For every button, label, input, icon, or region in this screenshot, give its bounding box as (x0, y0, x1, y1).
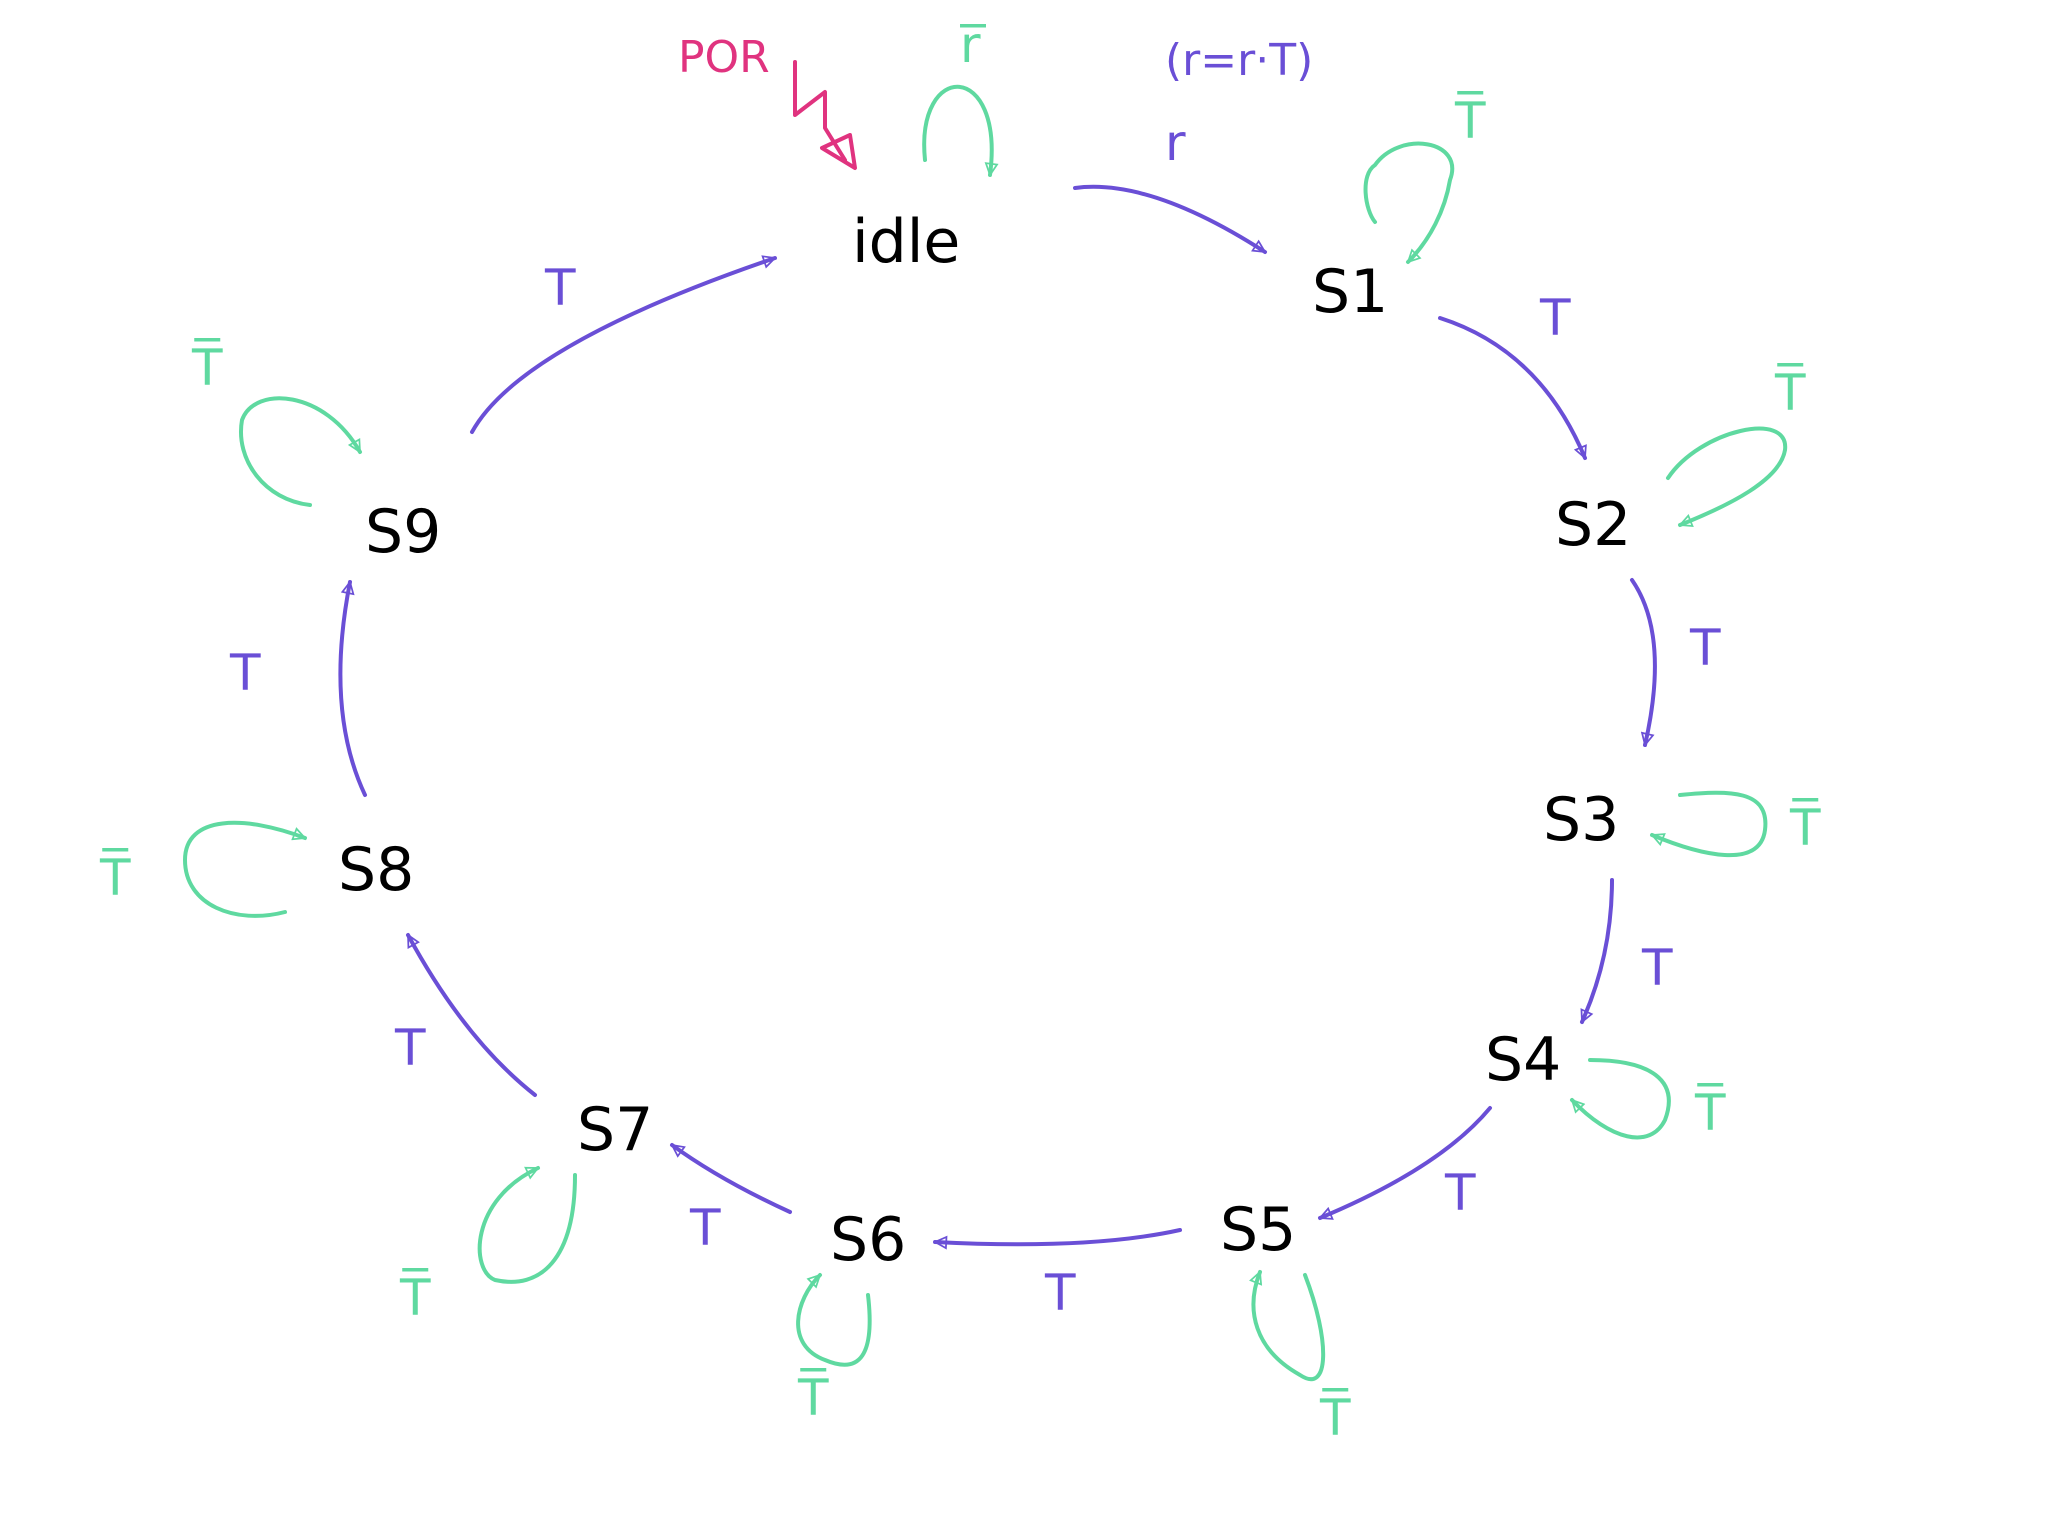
edge-s1-s2 (1438, 316, 1587, 460)
selfloop-s6 (796, 1273, 872, 1367)
selfloop-s1 (1363, 141, 1455, 264)
edge-s8-s9 (338, 580, 367, 797)
selfloop-s7 (477, 1166, 577, 1284)
state-s1: S1 (1312, 257, 1388, 327)
selfloop-s4 (1570, 1058, 1671, 1140)
selfloop-label-s3: T̅ (1789, 798, 1821, 857)
selfloop-label-s4: T̅ (1694, 1083, 1726, 1142)
edge-s3-s4 (1580, 878, 1614, 1024)
label-idle-s1: r (1165, 114, 1186, 172)
state-idle: idle (852, 207, 960, 277)
selfloop-label-idle: r̅ (960, 16, 987, 74)
selfloop-label-s2: T̅ (1774, 363, 1806, 422)
selfloop-s5 (1253, 1270, 1326, 1382)
selfloop-label-s1: T̅ (1454, 91, 1486, 150)
label-s8-s9: T (229, 644, 261, 702)
selfloop-s2 (1666, 426, 1788, 525)
selfloop-label-s5: T̅ (1319, 1388, 1351, 1447)
state-s4: S4 (1485, 1025, 1561, 1095)
label-s9-idle: T (544, 259, 576, 317)
selfloop-label-s9: T̅ (191, 338, 223, 397)
state-s5: S5 (1220, 1195, 1296, 1265)
selfloop-idle (922, 84, 991, 177)
edge-s6-s7 (670, 1143, 792, 1214)
selfloop-label-s7: T̅ (399, 1268, 431, 1327)
selfloop-label-s6: T̅ (797, 1368, 829, 1427)
selfloop-s9 (239, 396, 362, 507)
label-s1-s2: T (1539, 289, 1571, 347)
label-s4-s5: T (1444, 1164, 1476, 1222)
state-s9: S9 (365, 497, 441, 567)
edge-s7-s8 (406, 933, 537, 1097)
edge-s9-idle (470, 258, 777, 434)
edge-s2-s3 (1630, 578, 1657, 747)
label-s7-s8: T (394, 1019, 426, 1077)
edge-s5-s6 (933, 1228, 1182, 1244)
reset-arrow: POR (678, 32, 857, 170)
state-s7: S7 (577, 1095, 653, 1165)
label-s6-s7: T (689, 1199, 721, 1257)
label-s2-s3: T (1689, 619, 1721, 677)
label-s3-s4: T (1641, 939, 1673, 997)
state-s8: S8 (338, 835, 414, 905)
edge-s4-s5 (1318, 1106, 1492, 1220)
reset-condition-annotation: (r=r·T) (1165, 35, 1313, 86)
state-s2: S2 (1555, 490, 1631, 560)
por-label: POR (678, 32, 770, 83)
state-s6: S6 (830, 1205, 906, 1275)
selfloop-label-s8: T̅ (99, 848, 131, 907)
selfloop-s3 (1650, 790, 1768, 858)
label-s5-s6: T (1044, 1264, 1076, 1322)
edge-idle-s1 (1073, 184, 1267, 254)
selfloop-s8 (182, 820, 307, 918)
state-s3: S3 (1543, 785, 1619, 855)
